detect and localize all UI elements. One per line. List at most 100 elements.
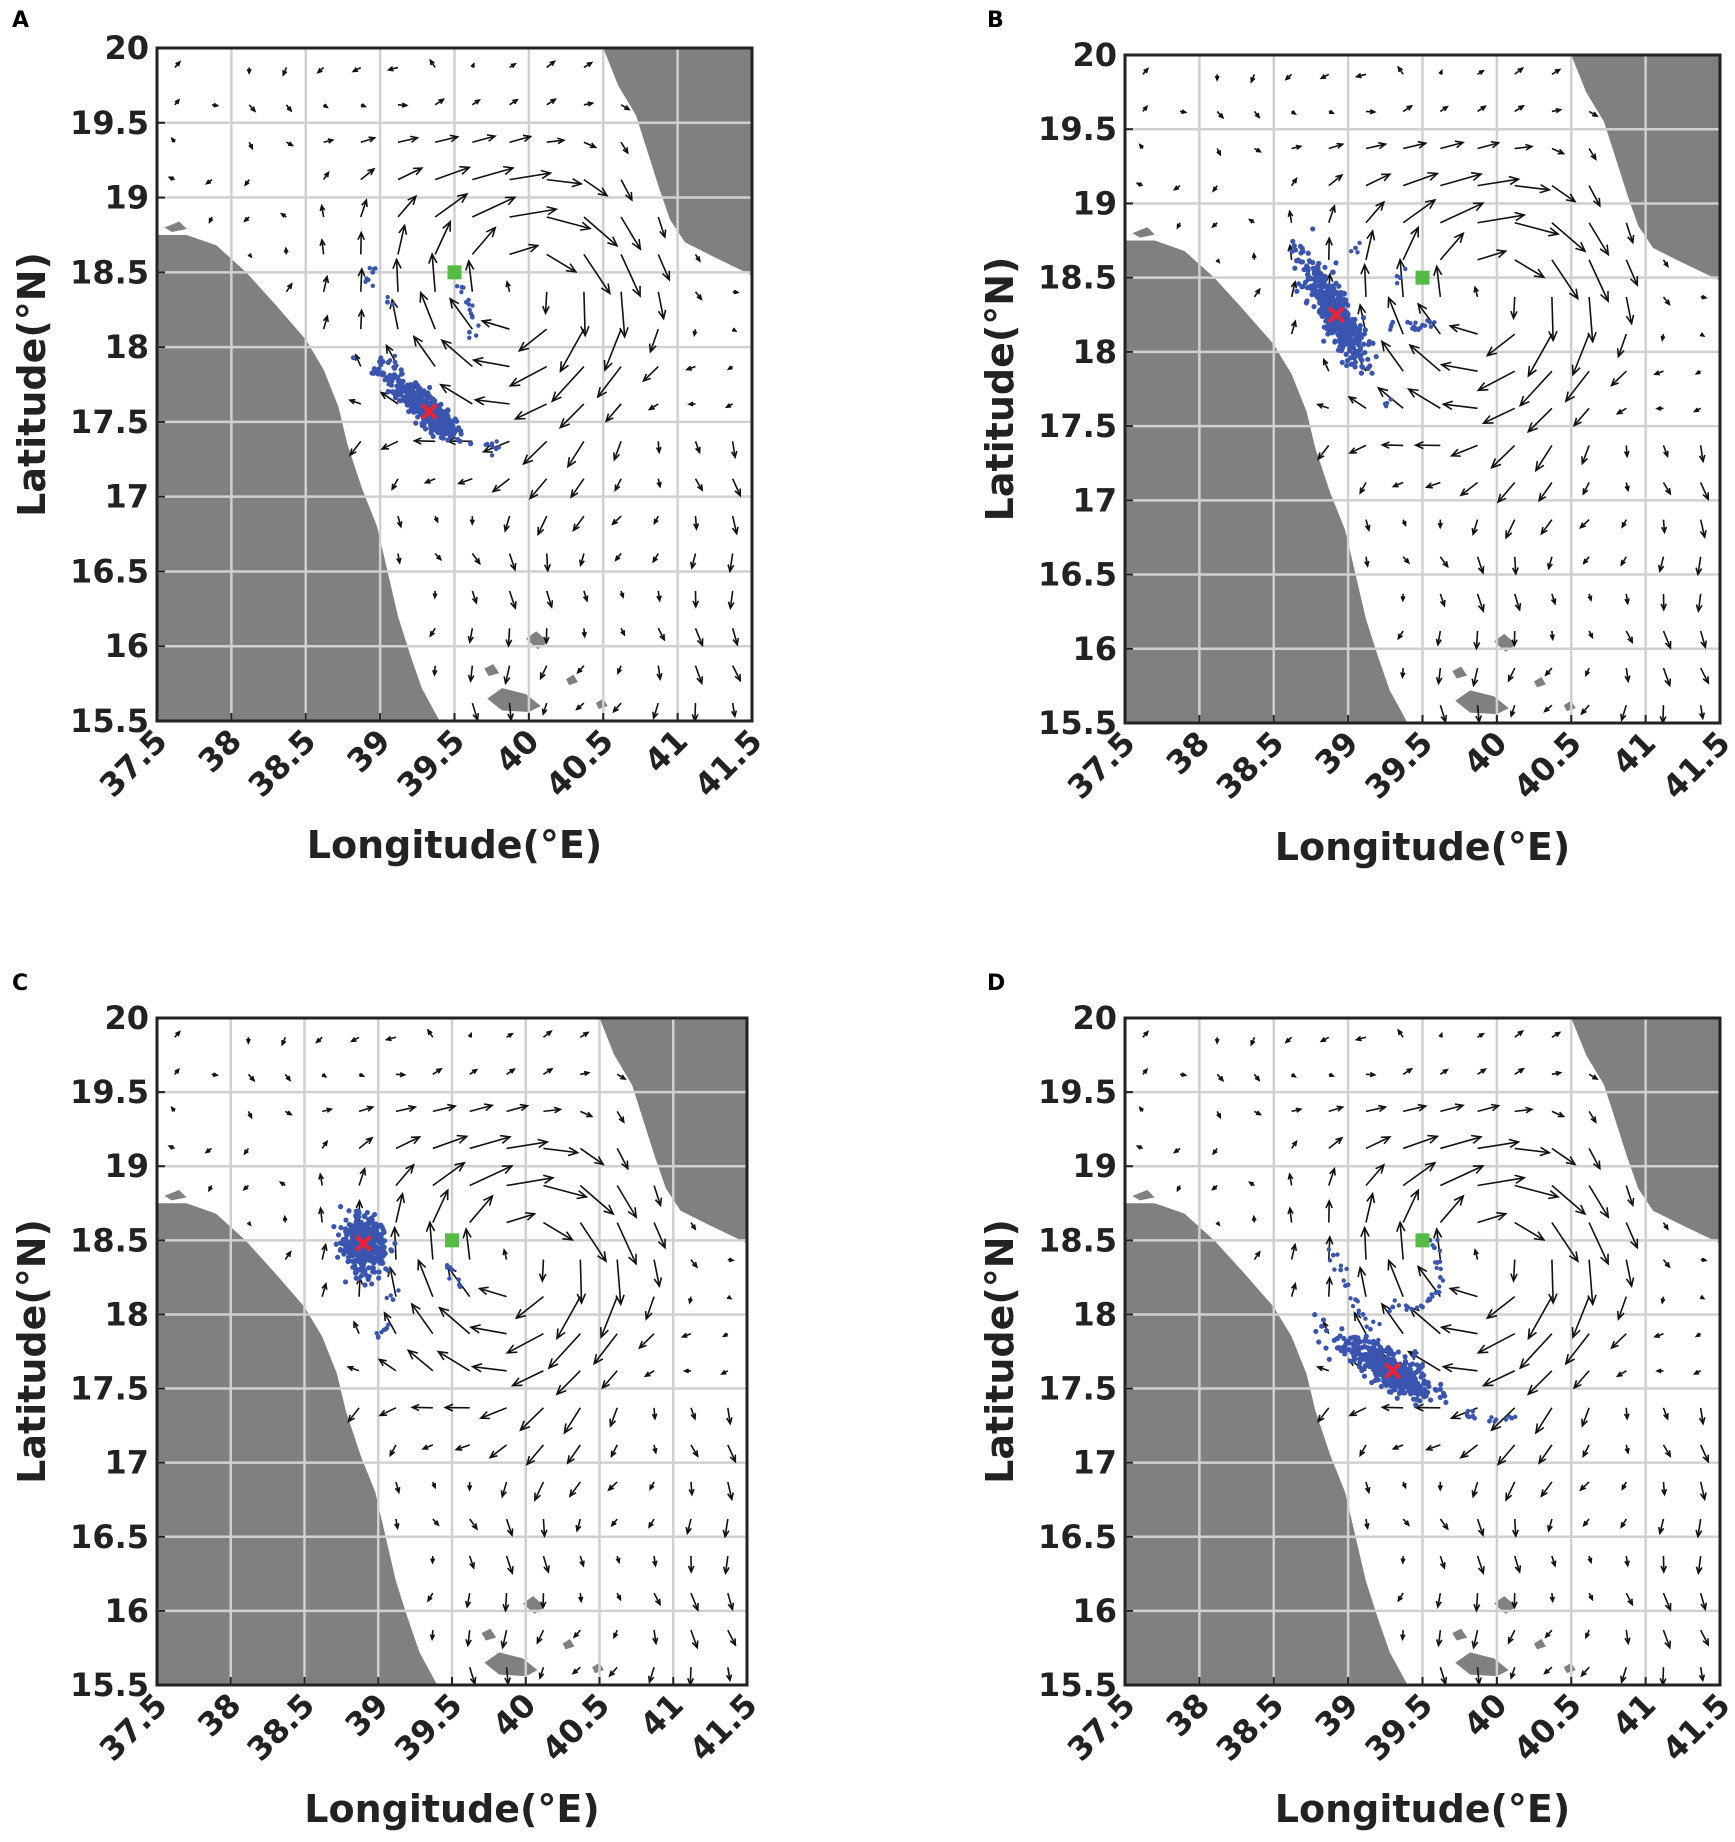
current-arrow <box>417 1258 434 1297</box>
current-arrow <box>1662 630 1672 650</box>
current-arrow <box>1625 1259 1635 1289</box>
particle <box>1437 1284 1442 1289</box>
current-arrow <box>1587 1259 1597 1307</box>
x-tick-label: 39.5 <box>1357 724 1440 807</box>
current-arrow <box>568 1481 581 1498</box>
current-arrow <box>1250 73 1256 84</box>
particle <box>338 1225 344 1231</box>
current-arrow <box>727 1592 735 1612</box>
particle <box>1381 1378 1387 1384</box>
current-arrow <box>358 1072 366 1078</box>
current-arrow <box>1473 1248 1479 1260</box>
current-arrow <box>692 590 700 609</box>
current-arrow <box>613 441 622 462</box>
current-arrow <box>360 103 368 108</box>
particle <box>458 1284 463 1290</box>
current-arrow <box>1438 1031 1443 1038</box>
particle <box>468 311 474 316</box>
particle <box>1356 331 1363 337</box>
current-arrow <box>500 1629 508 1650</box>
current-arrow <box>471 99 481 106</box>
map-plot-area <box>1125 55 1720 723</box>
current-arrow <box>1510 296 1518 321</box>
island <box>1563 700 1576 712</box>
current-arrow <box>731 628 740 647</box>
current-arrow <box>1402 104 1414 113</box>
current-arrow <box>1526 1370 1553 1396</box>
map-plot-area <box>1125 1018 1720 1685</box>
particle <box>1323 1327 1330 1334</box>
particle <box>1343 351 1349 357</box>
current-arrow <box>1365 1136 1392 1150</box>
current-arrow <box>471 553 481 566</box>
particle <box>388 1293 393 1298</box>
particle <box>1320 1317 1327 1323</box>
current-arrow <box>1435 1630 1443 1648</box>
particle <box>1440 1278 1446 1283</box>
current-arrow <box>572 515 585 532</box>
current-arrow <box>1477 1138 1521 1150</box>
current-arrow <box>1585 667 1590 678</box>
current-arrow <box>1290 1281 1297 1297</box>
current-arrow <box>1695 593 1703 613</box>
current-arrow <box>469 516 475 526</box>
particle <box>373 1222 379 1228</box>
current-arrow <box>1328 109 1336 115</box>
current-arrow <box>429 58 436 68</box>
particle <box>1360 1312 1366 1317</box>
particle <box>1396 1303 1402 1308</box>
current-arrow <box>1254 147 1263 153</box>
particle <box>1346 1347 1352 1353</box>
particle <box>1319 1323 1325 1329</box>
particle <box>1403 1360 1409 1366</box>
particle <box>343 1241 349 1247</box>
current-arrow <box>1588 1148 1601 1171</box>
current-arrow <box>1692 407 1702 413</box>
current-arrow <box>1328 173 1344 187</box>
current-arrow <box>1551 1110 1566 1118</box>
current-arrow <box>620 254 641 298</box>
current-arrow <box>1624 482 1630 493</box>
current-arrow <box>694 478 704 492</box>
current-arrow <box>1621 519 1627 529</box>
current-arrow <box>1440 171 1483 187</box>
current-arrow <box>657 216 667 239</box>
particle <box>419 421 425 427</box>
particle <box>1318 287 1324 294</box>
particle <box>378 362 384 368</box>
current-arrow <box>472 196 517 218</box>
particle <box>373 1249 379 1256</box>
particle <box>1338 1348 1344 1354</box>
x-axis-label: Longitude(°E) <box>1275 1787 1570 1831</box>
particle <box>447 1276 452 1281</box>
current-arrow <box>1660 593 1668 612</box>
y-tick-label: 20 <box>1072 999 1117 1037</box>
current-arrow <box>467 628 474 644</box>
current-arrow <box>616 1185 638 1219</box>
particle <box>1404 1380 1410 1387</box>
particle <box>1322 277 1328 283</box>
y-tick-label: 17 <box>1072 481 1117 519</box>
current-arrow <box>1526 407 1553 434</box>
particle <box>466 297 471 303</box>
particle <box>1388 397 1393 402</box>
current-arrow <box>1655 1368 1664 1374</box>
current-arrow <box>1551 1184 1587 1216</box>
particle <box>377 1248 384 1254</box>
particle <box>1357 347 1363 353</box>
current-arrow <box>1365 200 1386 224</box>
current-arrow <box>430 1556 436 1565</box>
current-arrow <box>656 665 663 681</box>
current-arrow <box>655 441 662 455</box>
particle <box>1432 1386 1438 1392</box>
y-tick-label: 15.5 <box>1038 704 1117 742</box>
particle <box>1352 364 1358 370</box>
current-arrow <box>1416 302 1441 335</box>
current-arrow <box>583 253 611 295</box>
particle <box>1352 348 1358 354</box>
current-arrow <box>722 1518 730 1539</box>
current-arrow <box>204 1147 213 1154</box>
current-arrow <box>1290 280 1298 298</box>
current-arrow <box>1142 1067 1149 1075</box>
release-point-marker <box>1415 270 1430 285</box>
